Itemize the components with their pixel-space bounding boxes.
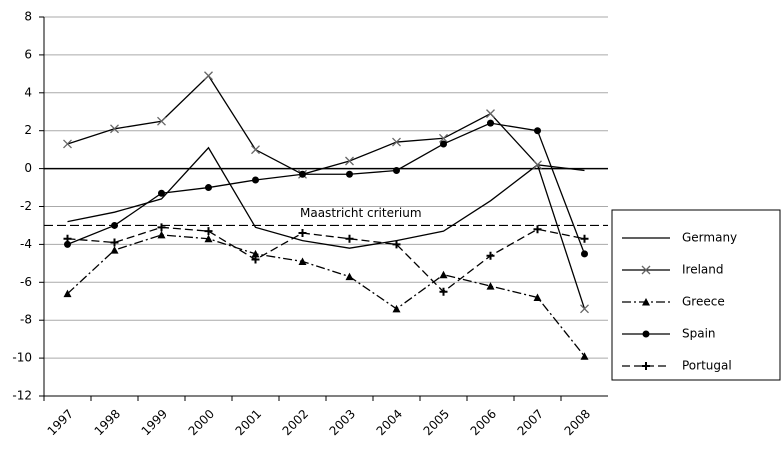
marker: [346, 170, 353, 178]
marker: [580, 352, 589, 360]
x-tick-label: 1997: [45, 407, 76, 438]
marker: [580, 234, 589, 243]
marker: [110, 238, 119, 247]
legend-label: Germany: [682, 231, 737, 245]
marker: [63, 234, 72, 243]
x-tick-label: 2006: [468, 407, 499, 438]
marker: [63, 289, 72, 298]
x-tick-label: 1998: [92, 407, 123, 438]
marker: [642, 330, 650, 338]
marker: [63, 139, 72, 149]
y-tick-label: 0: [24, 161, 32, 175]
marker: [251, 249, 260, 258]
marker: [204, 71, 213, 81]
marker: [641, 265, 651, 275]
marker: [64, 240, 71, 248]
y-tick-label: -10: [12, 351, 32, 365]
marker: [439, 287, 448, 296]
marker: [298, 257, 307, 265]
x-tick-label: 2001: [233, 407, 264, 438]
marker: [642, 298, 650, 306]
marker: [251, 145, 260, 155]
x-tick-label: 2000: [186, 407, 217, 438]
marker: [204, 234, 213, 243]
marker: [251, 255, 260, 264]
marker: [299, 170, 306, 178]
x-tick-label: 1999: [139, 407, 170, 438]
marker: [158, 189, 165, 197]
x-tick-label: 2003: [327, 407, 358, 438]
marker: [393, 166, 400, 174]
legend-label: Ireland: [682, 263, 724, 277]
reference-label: Maastricht criterium: [300, 206, 422, 220]
series-line: [67, 122, 586, 255]
x-tick-label: 2008: [562, 407, 593, 438]
marker: [533, 160, 542, 170]
y-tick-label: -8: [20, 313, 32, 327]
marker: [298, 229, 307, 238]
marker: [110, 124, 119, 134]
y-tick-label: -12: [12, 389, 32, 403]
marker: [580, 304, 589, 314]
marker: [486, 282, 495, 290]
marker: [487, 119, 494, 127]
series-line: [67, 74, 586, 310]
y-tick-label: 4: [24, 85, 32, 99]
marker: [157, 116, 166, 126]
y-tick-label: 8: [24, 10, 32, 24]
marker: [157, 223, 166, 232]
y-tick-label: 2: [24, 123, 32, 137]
x-tick-label: 2005: [421, 407, 452, 438]
y-tick-label: -4: [20, 237, 32, 251]
marker: [533, 293, 542, 301]
marker: [157, 230, 166, 239]
marker: [534, 127, 541, 135]
x-tick-label: 2004: [374, 407, 405, 438]
marker: [486, 109, 495, 119]
marker: [204, 227, 213, 236]
marker: [345, 234, 354, 243]
legend-label: Spain: [682, 327, 716, 341]
marker: [345, 156, 354, 166]
y-tick-label: -6: [20, 275, 32, 289]
marker: [642, 362, 650, 370]
x-tick-label: 2007: [515, 407, 546, 438]
marker: [439, 133, 448, 143]
marker: [440, 140, 447, 148]
legend-label: Portugal: [682, 359, 732, 373]
y-tick-label: 6: [24, 47, 32, 61]
marker: [205, 184, 212, 192]
marker: [345, 272, 354, 281]
marker: [252, 176, 259, 184]
marker: [110, 246, 119, 254]
marker: [392, 137, 401, 147]
series-line: [67, 146, 585, 249]
x-tick-label: 2002: [280, 407, 311, 438]
marker: [392, 240, 401, 249]
marker: [111, 221, 118, 229]
marker: [392, 304, 401, 313]
marker: [486, 251, 495, 260]
series-line: [67, 234, 586, 357]
legend-label: Greece: [682, 295, 725, 309]
marker: [439, 270, 448, 279]
y-tick-label: -2: [20, 199, 32, 213]
marker: [581, 250, 588, 258]
marker: [533, 225, 542, 234]
series-line: [67, 226, 585, 293]
